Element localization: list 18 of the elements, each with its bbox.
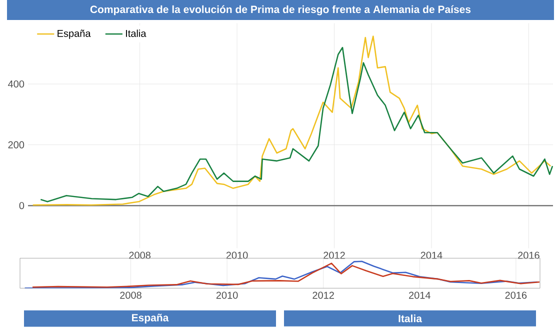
legend-label: España bbox=[58, 30, 91, 39]
x-tick-label: 2008 bbox=[129, 252, 150, 259]
x-tick-label: 2010 bbox=[216, 292, 238, 299]
chart-title: Comparativa de la evolución de Prima de riesgo frente a Alemania de Países bbox=[90, 5, 471, 16]
x-tick-label: 2014 bbox=[409, 292, 430, 299]
x-tick-label: 2012 bbox=[324, 252, 345, 259]
text: España bbox=[132, 314, 169, 324]
x-tick-label: 2008 bbox=[120, 292, 142, 299]
text: Italia bbox=[398, 314, 422, 322]
y-tick-label: 400 bbox=[8, 80, 24, 88]
x-tick-label: 2010 bbox=[226, 252, 248, 259]
y-tick-label: 0 bbox=[19, 202, 24, 210]
x-tick-label: 2016 bbox=[505, 292, 527, 299]
legend-label: Italia bbox=[126, 30, 146, 37]
y-tick-label: 200 bbox=[8, 141, 24, 148]
x-tick-label: 2016 bbox=[518, 252, 540, 259]
x-tick-label: 2012 bbox=[312, 292, 334, 299]
x-tick-label: 2014 bbox=[420, 252, 442, 259]
